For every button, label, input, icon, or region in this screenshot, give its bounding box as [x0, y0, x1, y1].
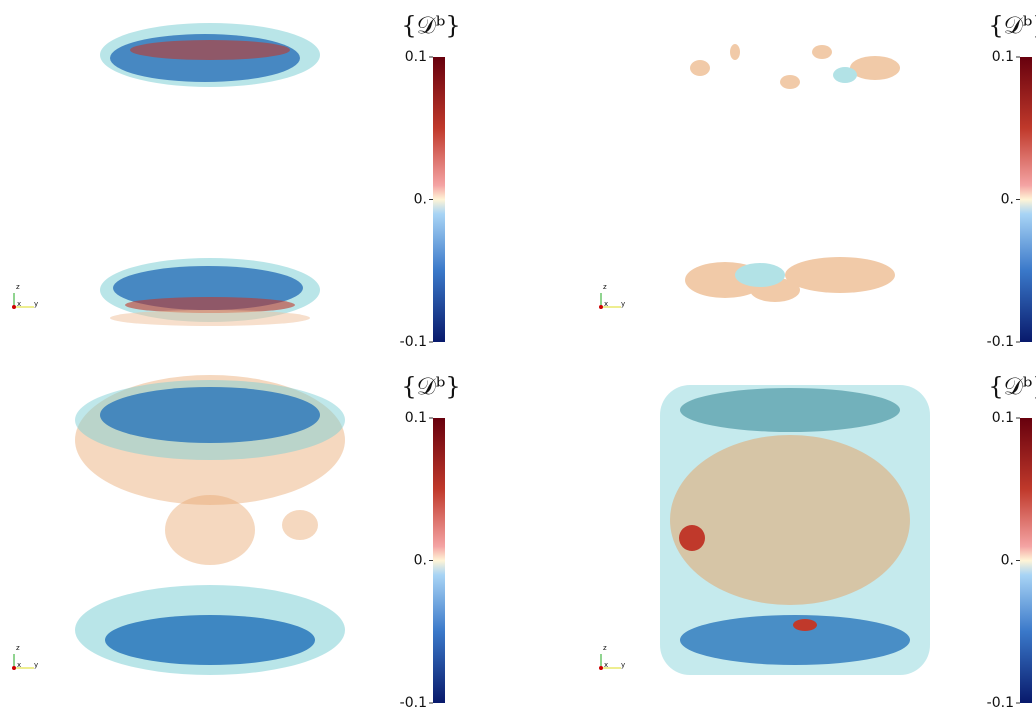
axis-label: z — [603, 283, 607, 291]
axis-label: y — [34, 661, 38, 669]
colorbar-title: {𝒟ᵇ} — [988, 373, 1036, 401]
tick-label: -0.1 — [400, 695, 427, 711]
colorbar — [1020, 418, 1032, 703]
tick-label: 0.1 — [405, 410, 427, 426]
axis-label: z — [16, 644, 20, 652]
tick-label: 0.1 — [992, 410, 1014, 426]
tick-label: -0.1 — [400, 334, 427, 350]
tick-label: -0.1 — [987, 695, 1014, 711]
tick-label: 0. — [1001, 192, 1014, 208]
render-3 — [660, 385, 930, 675]
colorbar-title: {𝒟ᵇ} — [401, 373, 460, 401]
render-0 — [100, 23, 320, 326]
colorbar — [1020, 57, 1032, 342]
axis-label: z — [16, 283, 20, 291]
render-2 — [75, 375, 345, 675]
axis-origin — [599, 666, 603, 670]
colorbar — [433, 57, 445, 342]
tick-label: -0.1 — [987, 334, 1014, 350]
axis-label: x — [604, 661, 608, 669]
axis-label: x — [604, 300, 608, 308]
axis-origin — [12, 666, 16, 670]
colorbar-title: {𝒟ᵇ} — [401, 12, 460, 40]
axis-label: y — [621, 300, 625, 308]
figure: {𝒟ᵇ} 0.1 0. -0.1 z x y {𝒟ᵇ} 0.1 0. -0.1 z x y {𝒟ᵇ} 0.1 0… — [0, 0, 1036, 714]
tick-label: 0. — [1001, 553, 1014, 569]
axis-origin — [12, 305, 16, 309]
colorbar-title: {𝒟ᵇ} — [988, 12, 1036, 40]
tick-label: 0. — [414, 553, 427, 569]
axis-label: x — [17, 300, 21, 308]
axis-label: x — [17, 661, 21, 669]
tick-label: 0.1 — [992, 49, 1014, 65]
tick-label: 0. — [414, 192, 427, 208]
tick-label: 0.1 — [405, 49, 427, 65]
colorbar — [433, 418, 445, 703]
axis-label: y — [34, 300, 38, 308]
axis-label: z — [603, 644, 607, 652]
render-1 — [685, 44, 900, 302]
axis-label: y — [621, 661, 625, 669]
axis-origin — [599, 305, 603, 309]
